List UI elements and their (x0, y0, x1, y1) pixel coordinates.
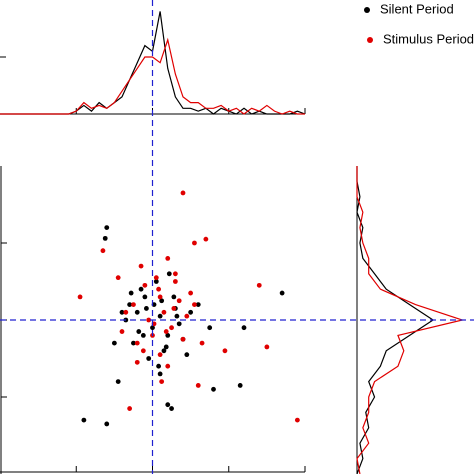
scatter-point (171, 306, 177, 311)
scatter-point (104, 225, 110, 231)
scatter-point (207, 325, 213, 331)
scatter-point (136, 329, 142, 334)
scatter-point (184, 313, 190, 319)
scatter-point (279, 290, 285, 296)
scatter-point (203, 236, 209, 242)
scatter-point (146, 317, 152, 323)
scatter-point (140, 333, 146, 338)
scatter-point (264, 344, 270, 350)
legend-label: Stimulus Period (383, 31, 474, 46)
scatter-point (199, 340, 205, 346)
scatter-point (142, 282, 148, 288)
scatter-point (294, 417, 300, 423)
scatter-point (165, 333, 171, 338)
scatter-point (222, 348, 228, 354)
scatter-point (163, 329, 169, 334)
legend-marker (364, 7, 370, 13)
scatter-point (188, 290, 194, 296)
scatter-point (172, 279, 178, 284)
scatter-point (165, 402, 171, 408)
scatter-point (237, 383, 243, 388)
scatter-point (134, 359, 140, 365)
scatter-point (100, 248, 106, 254)
scatter-point (165, 363, 171, 369)
scatter-point (115, 275, 121, 281)
scatter-point (144, 306, 149, 311)
scatter-point (153, 275, 159, 281)
scatter-point (159, 298, 165, 304)
scatter-point (195, 383, 201, 388)
scatter-point (115, 379, 121, 384)
scatter-point (157, 294, 163, 300)
scatter-point (140, 348, 146, 354)
scatter-point (146, 356, 152, 361)
scatter-point (104, 421, 110, 427)
scatter-point (180, 190, 186, 196)
scatter-point (150, 325, 155, 331)
scatter-point (188, 309, 194, 315)
legend-marker (367, 37, 373, 43)
scatter-point (169, 406, 174, 411)
histogram-line (0, 37, 305, 115)
scatter-point (123, 309, 129, 315)
legend-label: Silent Period (380, 1, 454, 16)
scatter-point (142, 294, 148, 300)
scatter-point (157, 371, 163, 377)
scatter-point (165, 256, 171, 261)
scatter-point (184, 352, 190, 358)
scatter-point (211, 386, 216, 392)
scatter-point (157, 352, 163, 358)
scatter-point (169, 325, 174, 331)
scatter-point (256, 282, 262, 288)
scatter-point (153, 279, 159, 284)
scatter-point (156, 286, 162, 292)
scatter-point (192, 240, 197, 246)
scatter-point (161, 348, 167, 354)
scatter-point (128, 290, 134, 296)
scatter-point (171, 294, 177, 300)
scatter-point (77, 294, 83, 300)
scatter-point (127, 406, 133, 411)
scatter-point (138, 263, 144, 269)
scatter-point (134, 340, 140, 346)
scatter-point (119, 329, 125, 334)
scatter-point (156, 363, 162, 369)
scatter-point (174, 313, 180, 319)
scatter-point (172, 271, 178, 277)
scatter-point (192, 302, 197, 307)
scatter-point (102, 235, 108, 241)
scatter-point (131, 340, 136, 346)
scatter-point (134, 309, 140, 315)
scatter-point (163, 344, 169, 350)
scatter-point (81, 417, 87, 423)
scatter-point (176, 298, 182, 304)
scatter-point (127, 302, 133, 307)
scatter-point (131, 302, 136, 307)
scatter-point (138, 286, 144, 292)
scatter-point (166, 271, 172, 277)
scatter-point (180, 336, 186, 342)
scatter-point (176, 321, 182, 327)
scatter-point (241, 325, 247, 331)
scatter-point (111, 340, 117, 346)
scatter-point (159, 379, 165, 384)
scatter-point (195, 302, 201, 307)
scatter-point (157, 313, 163, 319)
scatter-point (119, 309, 125, 315)
scatter-point (161, 309, 167, 315)
